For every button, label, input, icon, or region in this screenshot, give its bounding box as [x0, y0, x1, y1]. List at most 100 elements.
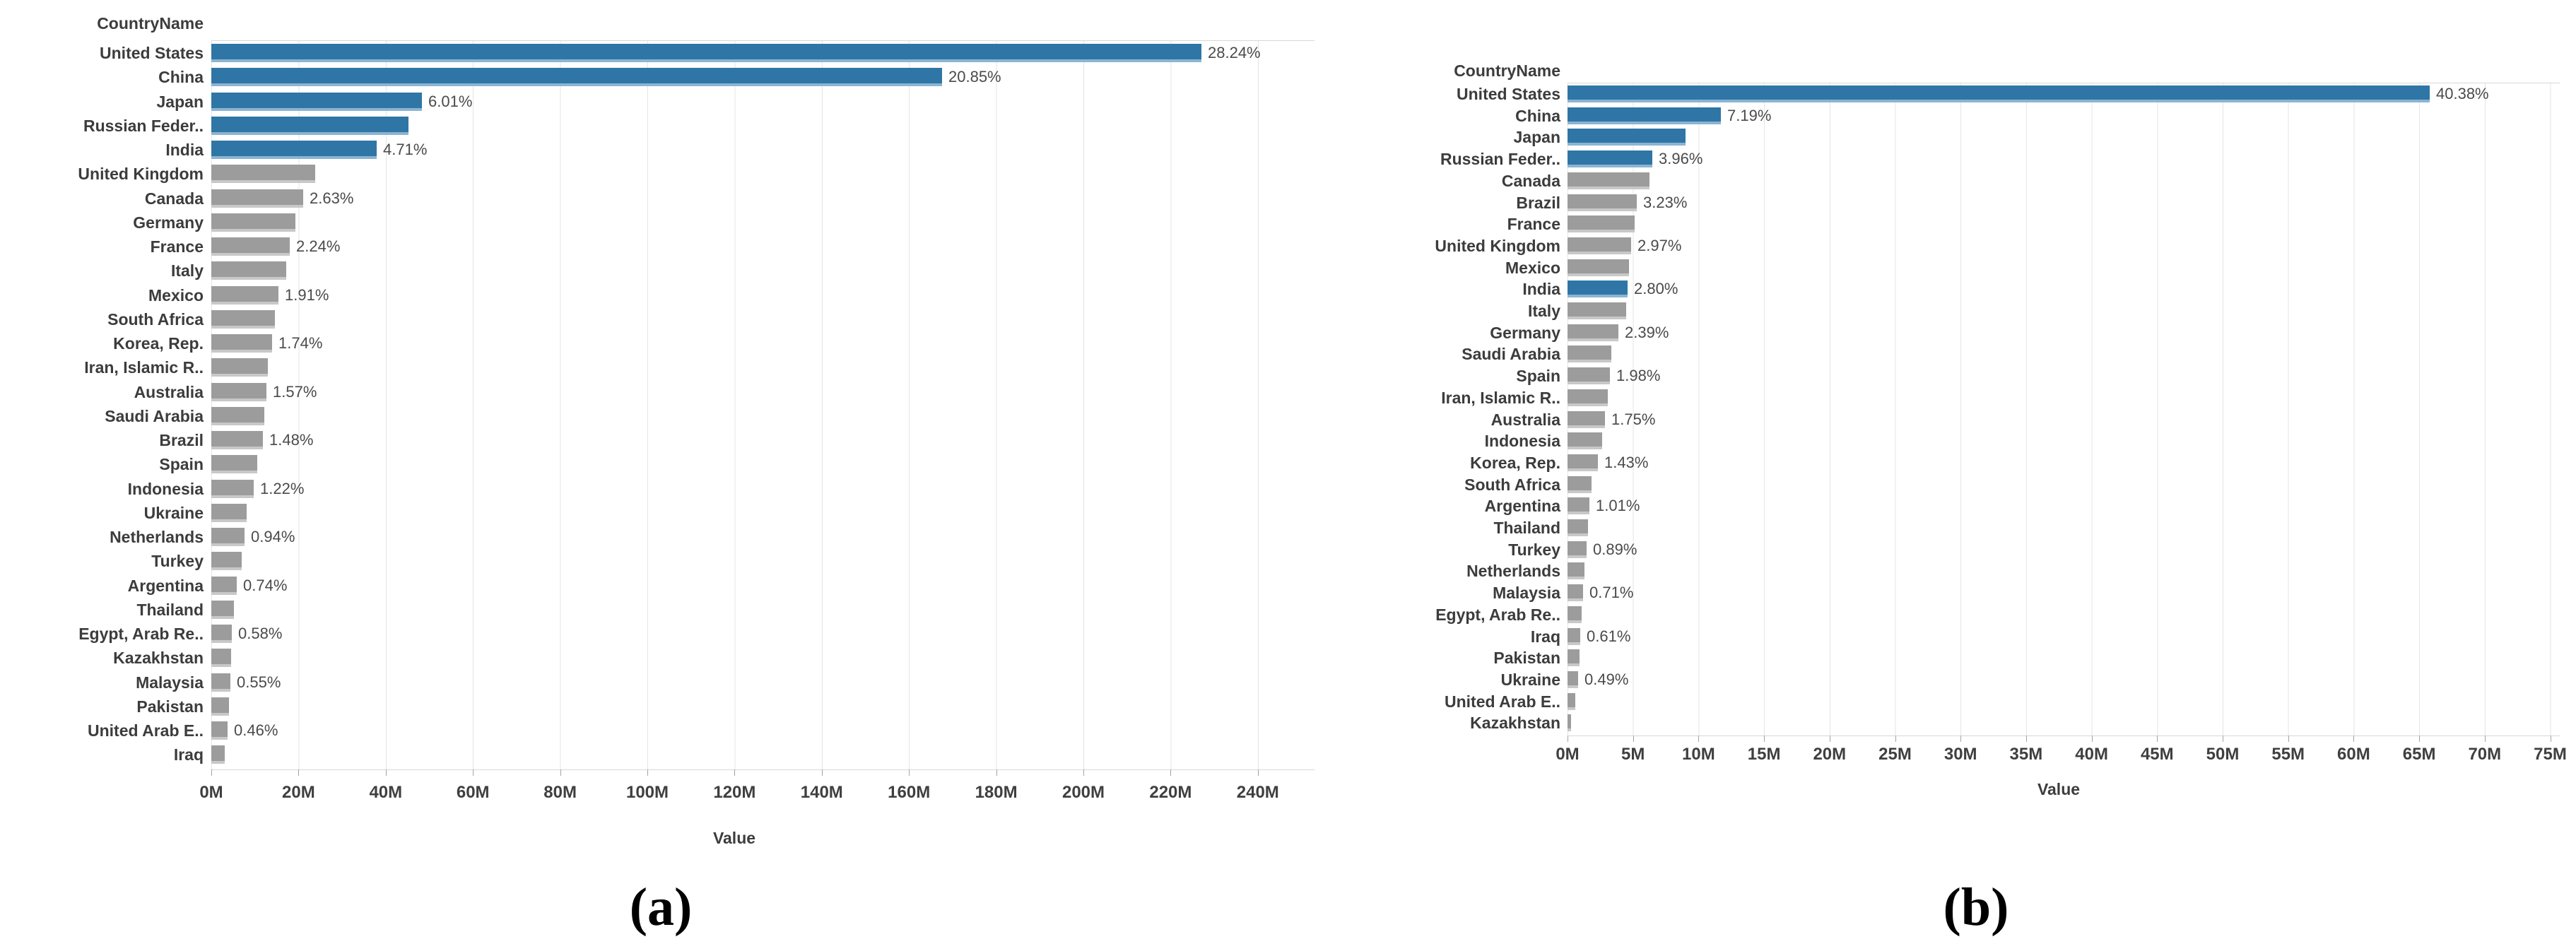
country-label: Italy	[1527, 302, 1560, 320]
axis-tick-label: 10M	[1682, 745, 1715, 764]
bar	[211, 625, 232, 643]
bar	[1568, 476, 1592, 493]
country-label: Mexico	[1505, 258, 1560, 277]
bar	[1568, 584, 1583, 602]
axis-tick	[1698, 736, 1700, 742]
value-label: 6.01%	[428, 92, 473, 110]
bar	[211, 261, 286, 280]
axis-tick	[1895, 736, 1896, 742]
axis-tick-label: 60M	[456, 783, 490, 802]
value-label: 2.39%	[1625, 323, 1669, 341]
bar	[211, 165, 315, 184]
bar	[1568, 259, 1629, 276]
bar	[1568, 519, 1588, 536]
country-label: Iraq	[173, 745, 204, 764]
value-label: 0.94%	[251, 528, 295, 545]
axis-tick	[2157, 736, 2158, 742]
country-label: Argentina	[1484, 497, 1560, 516]
country-label: South Africa	[1464, 475, 1560, 494]
bar	[1568, 85, 2430, 102]
bar	[211, 141, 377, 159]
country-label: United Arab E..	[1445, 692, 1560, 711]
axis-tick-label: 20M	[282, 783, 315, 802]
country-label: Australia	[134, 382, 204, 401]
bar	[211, 285, 278, 305]
bar	[1568, 497, 1589, 515]
axis-tick	[1170, 769, 1172, 776]
axis-tick-label: 80M	[543, 783, 577, 802]
bar	[1568, 432, 1602, 450]
value-label: 7.19%	[1727, 106, 1772, 124]
axis-tick	[560, 769, 561, 776]
bar	[211, 334, 272, 353]
bar	[211, 649, 231, 668]
bar	[1568, 172, 1649, 189]
country-label: United Arab E..	[88, 721, 204, 740]
axis-title: Value	[2037, 780, 2081, 798]
axis-tick-label: 100M	[625, 783, 669, 802]
bar	[211, 237, 290, 256]
value-label: 28.24%	[1208, 44, 1261, 61]
country-label: Germany	[1490, 323, 1560, 342]
value-label: 2.80%	[1634, 280, 1678, 298]
axis-tick-label: 55M	[2271, 745, 2305, 764]
country-label: Thailand	[136, 600, 204, 619]
axis-tick	[1960, 736, 1962, 742]
panel-caption: (b)	[1943, 878, 2009, 937]
axis-tick-label: 65M	[2402, 745, 2436, 764]
bar	[1568, 194, 1637, 211]
axis-tick	[2484, 736, 2486, 742]
country-label: Egypt, Arab Re..	[78, 625, 204, 643]
bar	[211, 189, 303, 208]
country-label: Pakistan	[136, 697, 204, 716]
value-label: 1.43%	[1604, 453, 1649, 471]
value-label: 0.89%	[1593, 540, 1637, 558]
bar	[211, 455, 257, 474]
bar	[211, 116, 408, 135]
bar	[211, 406, 264, 425]
axis-tick-label: 70M	[2468, 745, 2502, 764]
country-label: Indonesia	[1484, 432, 1560, 451]
country-label: Korea, Rep.	[1470, 453, 1560, 472]
axis-tick	[734, 769, 736, 776]
country-label: China	[1515, 106, 1560, 125]
value-label: 0.61%	[1587, 627, 1631, 645]
country-label: Australia	[1490, 410, 1560, 429]
bar	[211, 213, 295, 232]
axis-tick	[1083, 769, 1084, 776]
country-label: United States	[1457, 85, 1560, 103]
country-label: Netherlands	[1466, 562, 1560, 581]
bar	[211, 721, 228, 740]
axis-tick-label: 75M	[2534, 745, 2567, 764]
axis-tick	[2419, 736, 2421, 742]
bar	[211, 382, 266, 401]
country-label: Netherlands	[110, 528, 204, 546]
bar	[1568, 237, 1631, 254]
axis-tick-label: 200M	[1061, 783, 1105, 802]
value-label: 1.91%	[285, 285, 329, 304]
country-label: France	[1507, 215, 1560, 234]
axis-tick-label: 20M	[1813, 745, 1847, 764]
bar	[211, 44, 1201, 62]
value-label: 2.24%	[296, 237, 341, 255]
country-label: Kazakhstan	[1470, 714, 1560, 733]
bar	[1568, 345, 1611, 363]
bar	[1568, 714, 1571, 732]
country-label: Canada	[144, 189, 204, 208]
country-label: Thailand	[1493, 519, 1560, 537]
bar	[211, 358, 268, 377]
bar	[1568, 302, 1626, 319]
bar	[211, 68, 942, 87]
axis-tick-label: 160M	[888, 783, 931, 802]
country-label: Russian Feder..	[83, 116, 204, 135]
country-label: Russian Feder..	[1440, 150, 1560, 169]
bar	[211, 697, 229, 716]
axis-title: Value	[712, 829, 756, 847]
axis-tick	[996, 769, 997, 776]
axis-tick-label: 25M	[1878, 745, 1912, 764]
value-label: 2.97%	[1637, 236, 1682, 254]
country-label: Brazil	[1516, 193, 1560, 212]
bar	[1568, 410, 1605, 428]
axis-tick-label: 5M	[1621, 745, 1645, 764]
bar	[1568, 389, 1608, 406]
